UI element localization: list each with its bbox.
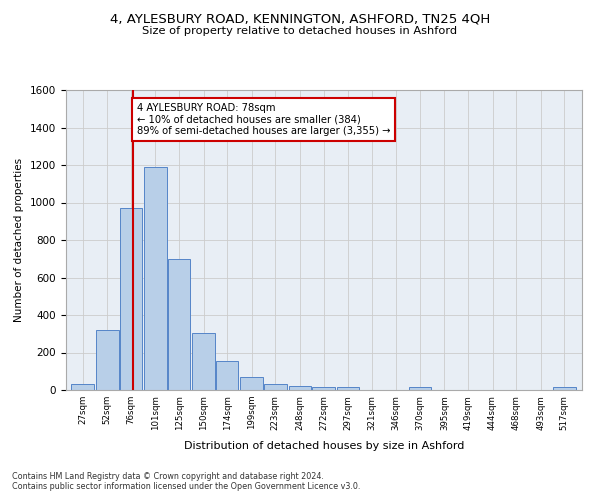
Text: 4, AYLESBURY ROAD, KENNINGTON, ASHFORD, TN25 4QH: 4, AYLESBURY ROAD, KENNINGTON, ASHFORD, … xyxy=(110,12,490,26)
Bar xyxy=(96,330,119,390)
Bar xyxy=(337,387,359,390)
Bar xyxy=(241,377,263,390)
Text: Contains public sector information licensed under the Open Government Licence v3: Contains public sector information licen… xyxy=(12,482,361,491)
Bar xyxy=(264,384,287,390)
Text: Size of property relative to detached houses in Ashford: Size of property relative to detached ho… xyxy=(142,26,458,36)
Text: 4 AYLESBURY ROAD: 78sqm
← 10% of detached houses are smaller (384)
89% of semi-d: 4 AYLESBURY ROAD: 78sqm ← 10% of detache… xyxy=(137,103,390,136)
Bar xyxy=(289,386,311,390)
Text: Contains HM Land Registry data © Crown copyright and database right 2024.: Contains HM Land Registry data © Crown c… xyxy=(12,472,324,481)
Bar xyxy=(119,208,142,390)
Bar xyxy=(553,387,575,390)
Bar xyxy=(312,387,335,390)
Bar xyxy=(168,259,190,390)
Y-axis label: Number of detached properties: Number of detached properties xyxy=(14,158,25,322)
Bar xyxy=(409,387,431,390)
X-axis label: Distribution of detached houses by size in Ashford: Distribution of detached houses by size … xyxy=(184,441,464,451)
Bar xyxy=(71,384,94,390)
Bar xyxy=(216,361,238,390)
Bar xyxy=(192,333,215,390)
Bar xyxy=(144,167,167,390)
